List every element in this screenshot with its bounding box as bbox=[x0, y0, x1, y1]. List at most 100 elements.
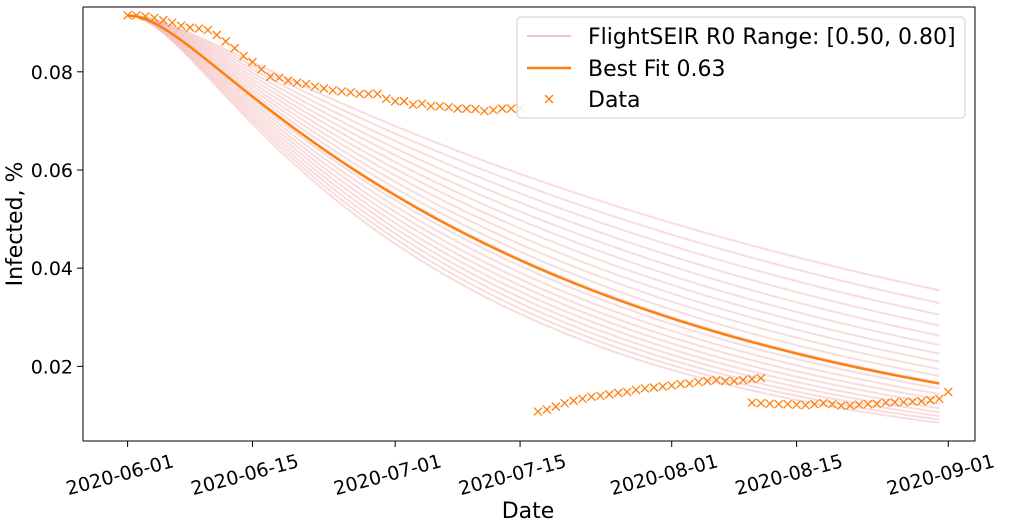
data-point bbox=[801, 400, 810, 410]
data-point bbox=[372, 89, 382, 99]
data-point bbox=[783, 399, 793, 409]
data-point bbox=[658, 382, 668, 391]
r0-range-line bbox=[127, 14, 940, 337]
r0-range-line bbox=[127, 14, 940, 316]
data-point bbox=[890, 397, 900, 407]
data-point bbox=[667, 381, 677, 390]
data-point bbox=[337, 86, 347, 96]
x-tick-label: 2020-09-01 bbox=[884, 450, 996, 500]
data-point bbox=[444, 102, 454, 112]
y-tick-label: 0.06 bbox=[31, 160, 73, 182]
r0-range-line bbox=[127, 14, 940, 363]
plot-frame bbox=[82, 6, 976, 442]
legend-entry: Data bbox=[544, 88, 641, 113]
data-point bbox=[702, 376, 712, 386]
legend-label: FlightSEIR R0 Range: [0.50, 0.80] bbox=[588, 25, 956, 50]
legend-box bbox=[516, 16, 966, 119]
data-point bbox=[578, 394, 587, 404]
data-point bbox=[221, 36, 231, 46]
r0-range-line bbox=[127, 14, 940, 327]
data-point bbox=[194, 24, 204, 34]
data-point bbox=[863, 399, 873, 409]
y-axis: 0.02 0.04 0.06 0.08 bbox=[31, 62, 83, 378]
legend: FlightSEIR R0 Range: [0.50, 0.80] Best Fi… bbox=[516, 16, 966, 119]
data-point bbox=[488, 105, 498, 115]
r0-range-line bbox=[127, 14, 940, 424]
best-fit-line bbox=[127, 14, 940, 385]
x-tick-label: 2020-08-15 bbox=[733, 450, 845, 500]
data-point bbox=[738, 375, 748, 385]
data-point bbox=[230, 43, 240, 53]
r0-range-line bbox=[127, 14, 940, 401]
data-point bbox=[899, 397, 909, 407]
data-point bbox=[649, 383, 659, 392]
data-point bbox=[792, 400, 802, 410]
data-point bbox=[908, 397, 918, 407]
x-tick-label: 2020-06-01 bbox=[64, 450, 176, 500]
data-point bbox=[676, 379, 686, 389]
r0-range-line bbox=[127, 14, 940, 377]
x-tick-label: 2020-07-15 bbox=[456, 450, 568, 500]
data-point bbox=[774, 399, 784, 409]
data-point bbox=[747, 398, 757, 408]
data-point bbox=[497, 104, 507, 114]
r0-range-line bbox=[127, 14, 940, 346]
data-point bbox=[506, 104, 516, 114]
legend-swatch-data bbox=[544, 94, 554, 104]
data-series bbox=[123, 10, 953, 417]
r0-range-line bbox=[127, 14, 940, 355]
data-point bbox=[435, 101, 445, 111]
data-point bbox=[943, 387, 953, 397]
data-point bbox=[613, 388, 623, 398]
r0-range-line bbox=[127, 14, 940, 390]
data-point bbox=[881, 398, 891, 408]
r0-range-line bbox=[127, 14, 940, 418]
data-point bbox=[239, 51, 249, 61]
data-point bbox=[185, 23, 195, 33]
data-point bbox=[319, 84, 329, 93]
data-point bbox=[542, 405, 552, 415]
r0-range-line bbox=[127, 14, 940, 371]
data-point bbox=[140, 11, 150, 21]
r0-range-line bbox=[127, 14, 940, 414]
data-point bbox=[123, 10, 133, 20]
data-point bbox=[355, 89, 364, 99]
data-point bbox=[292, 78, 302, 88]
data-point bbox=[622, 387, 632, 397]
data-point bbox=[453, 104, 463, 114]
data-point bbox=[756, 398, 766, 408]
data-point bbox=[167, 18, 177, 28]
data-point bbox=[390, 96, 400, 106]
data-point bbox=[827, 399, 837, 409]
data-point bbox=[595, 391, 605, 401]
data-point bbox=[256, 64, 266, 74]
data-point bbox=[640, 384, 650, 393]
x-axis-label: Date bbox=[502, 499, 555, 524]
data-point bbox=[301, 79, 311, 89]
x-tick-label: 2020-06-15 bbox=[189, 450, 301, 500]
data-point bbox=[809, 399, 819, 409]
data-point bbox=[765, 399, 775, 409]
data-point bbox=[818, 398, 828, 408]
data-point bbox=[399, 96, 409, 106]
data-point bbox=[729, 376, 739, 386]
data-point bbox=[631, 385, 641, 395]
data-point bbox=[551, 402, 561, 412]
data-point bbox=[328, 86, 338, 95]
data-point bbox=[149, 13, 159, 23]
data-point bbox=[265, 72, 275, 82]
x-tick-label: 2020-07-01 bbox=[331, 450, 443, 500]
data-point bbox=[346, 87, 356, 97]
x-axis: 2020-06-01 2020-06-15 2020-07-01 2020-07-15… bbox=[64, 441, 997, 500]
legend-entry: Best Fit 0.63 bbox=[527, 57, 725, 82]
data-point bbox=[471, 104, 480, 114]
y-tick-label: 0.02 bbox=[31, 356, 73, 378]
data-point bbox=[845, 401, 855, 411]
data-point bbox=[917, 396, 926, 406]
data-point bbox=[836, 401, 846, 411]
data-point bbox=[274, 73, 284, 83]
data-point bbox=[310, 82, 320, 91]
r0-range-line bbox=[127, 14, 940, 410]
data-point bbox=[685, 379, 695, 389]
data-point bbox=[925, 395, 935, 405]
